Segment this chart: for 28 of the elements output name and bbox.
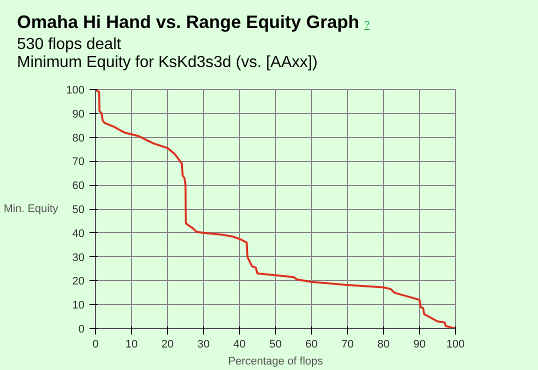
- x-tick-label: 60: [305, 338, 318, 350]
- y-tick-label: 0: [78, 324, 85, 336]
- x-tick-label: 100: [446, 338, 465, 350]
- y-tick-label: 50: [72, 204, 85, 216]
- y-tick-label: 30: [72, 252, 85, 264]
- x-tick-label: 40: [233, 338, 246, 350]
- x-tick-label: 80: [377, 338, 390, 350]
- y-axis-title: Min. Equity: [4, 203, 59, 215]
- x-tick-label: 50: [269, 338, 282, 350]
- chart-subtitle: 530 flops dealt Minimum Equity for KsKd3s3d (vs. [AAxx]): [17, 36, 319, 72]
- x-tick-label: 20: [161, 338, 174, 350]
- y-tick-label: 90: [72, 108, 85, 120]
- y-tick-label: 70: [72, 156, 85, 168]
- text: ?: [364, 20, 370, 31]
- y-tick-label: 60: [72, 180, 85, 192]
- y-tick-label: 80: [72, 132, 85, 144]
- x-tick-label: 0: [92, 338, 99, 350]
- x-tick-label: 30: [197, 338, 210, 350]
- x-tick-label: 70: [341, 338, 354, 350]
- x-axis-title: Percentage of flops: [228, 356, 324, 368]
- y-tick-label: 100: [66, 84, 85, 96]
- y-tick-label: 20: [72, 276, 85, 288]
- line-series: [96, 90, 456, 328]
- chart-title: Omaha Hi Hand vs. Range Equity Graph: [17, 12, 360, 32]
- y-tick-label: 10: [72, 300, 85, 312]
- y-tick-label: 40: [72, 228, 85, 240]
- x-tick-label: 90: [413, 338, 426, 350]
- x-tick-label: 10: [125, 338, 138, 350]
